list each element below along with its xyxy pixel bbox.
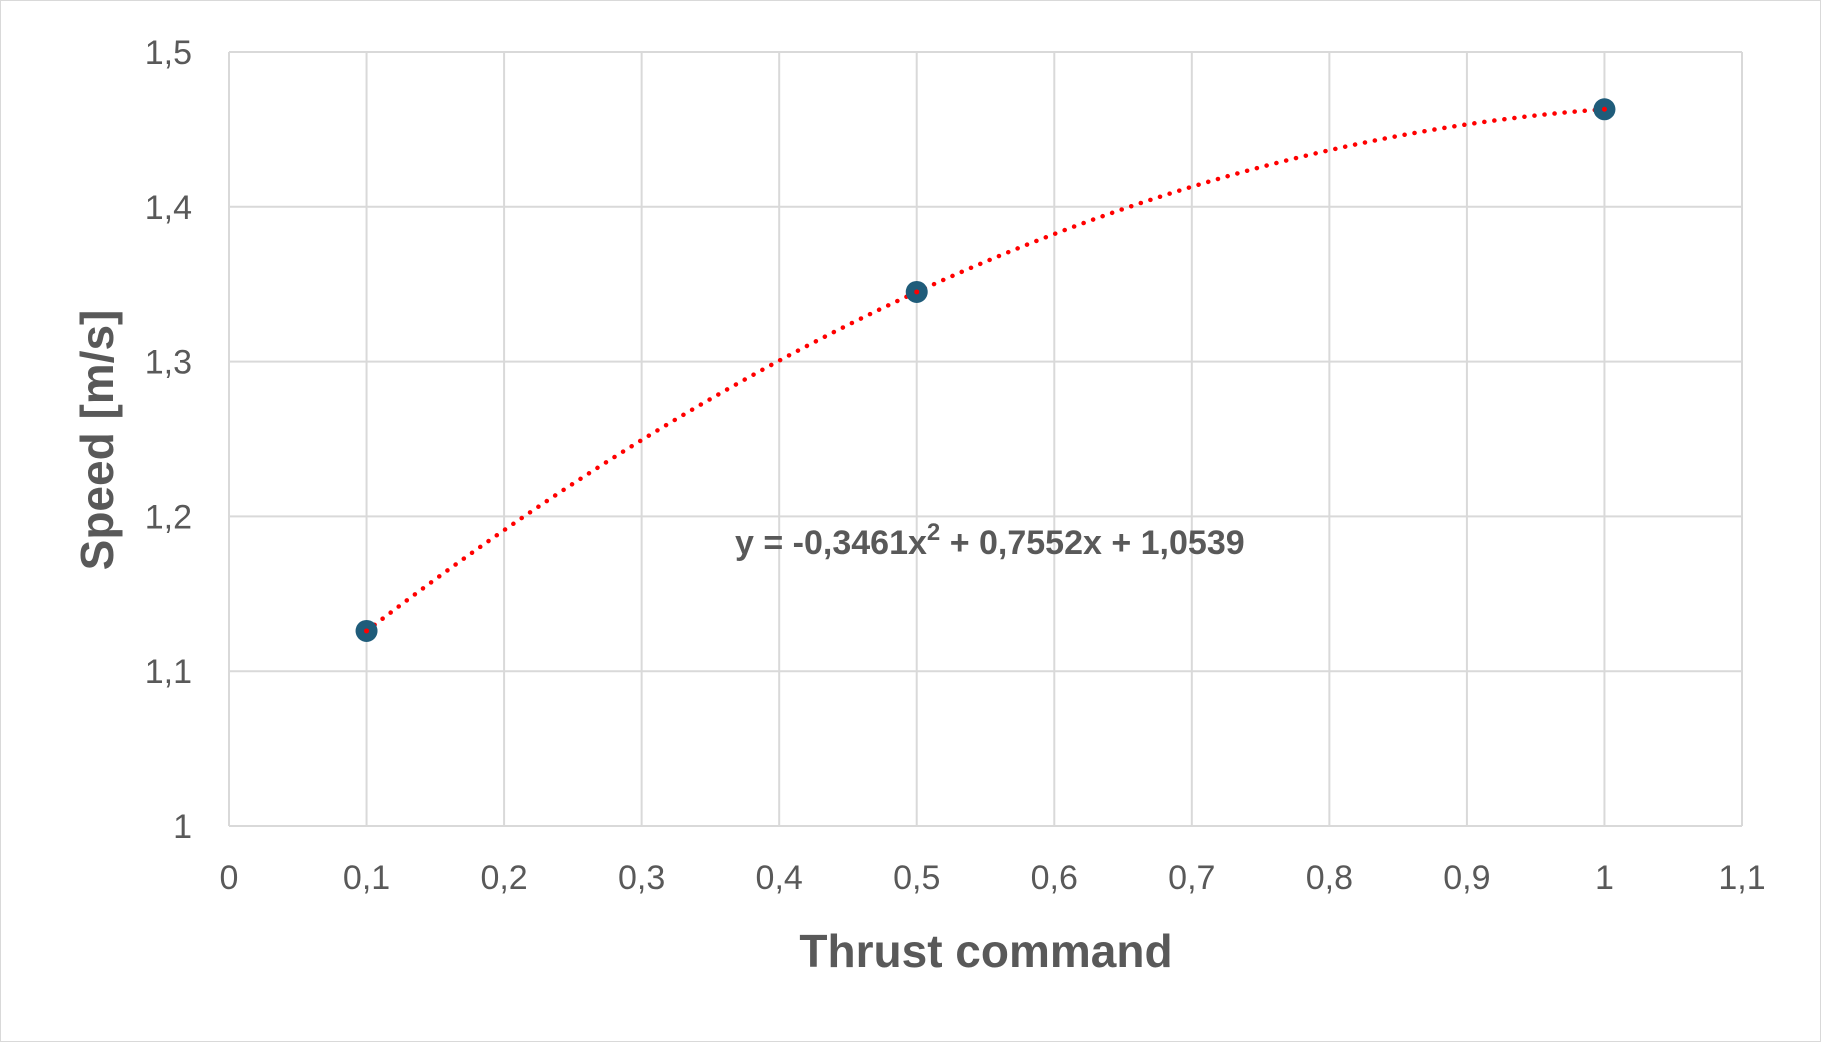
x-tick-label: 0,2 — [480, 859, 527, 897]
x-tick-label: 1 — [1595, 859, 1614, 897]
x-tick-label: 0,8 — [1306, 859, 1353, 897]
y-tick-label: 1,4 — [145, 189, 192, 227]
equation-suffix: + 0,7552x + 1,0539 — [940, 524, 1244, 562]
grid — [228, 51, 1743, 827]
y-tick-label: 1,5 — [145, 34, 192, 72]
x-tick-label: 0,5 — [893, 859, 940, 897]
trendline-equation: y = -0,3461x2 + 0,7552x + 1,0539 — [735, 519, 1245, 562]
y-tick-label: 1,1 — [145, 653, 192, 691]
equation-exponent: 2 — [927, 519, 940, 546]
x-tick-label: 0,4 — [756, 859, 803, 897]
trendline-dot — [914, 289, 920, 295]
x-axis-title: Thrust command — [799, 925, 1172, 977]
x-tick-label: 0,9 — [1443, 859, 1490, 897]
x-tick-label: 0,7 — [1168, 859, 1215, 897]
y-tick-label: 1,2 — [145, 498, 192, 536]
trendline — [364, 107, 1607, 634]
trendline-dot — [364, 628, 370, 634]
x-tick-label: 0 — [220, 859, 239, 897]
trendline-dot — [1601, 106, 1607, 112]
x-tick-label: 1,1 — [1718, 859, 1765, 897]
x-tick-labels: 0 0,1 0,2 0,3 0,4 0,5 0,6 0,7 0,8 0,9 1 1,1 — [220, 859, 1766, 897]
equation-prefix: y = -0,3461x — [735, 524, 927, 562]
y-tick-label: 1 — [173, 808, 192, 846]
y-tick-label: 1,3 — [145, 344, 192, 382]
x-tick-label: 0,3 — [618, 859, 665, 897]
y-axis-title: Speed [m/s] — [71, 310, 123, 571]
x-tick-label: 0,6 — [1031, 859, 1078, 897]
data-points — [355, 98, 1616, 642]
x-tick-label: 0,1 — [343, 859, 390, 897]
y-tick-labels: 1 1,1 1,2 1,3 1,4 1,5 — [145, 34, 192, 846]
